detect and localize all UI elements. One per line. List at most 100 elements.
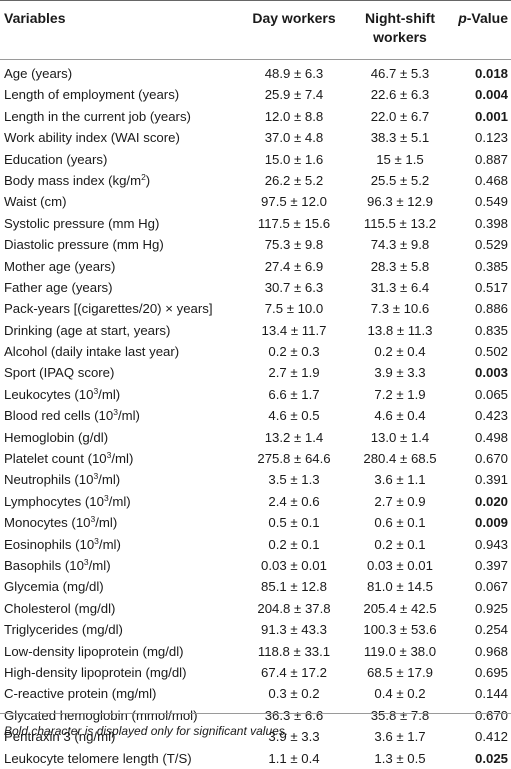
table-row: Triglycerides (mg/dl) 91.3 ± 43.3 100.3 ± … [0,619,511,640]
variable-name: Glycemia (mg/dl) [4,576,104,597]
variable-unit-suffix: /ml) [108,493,131,509]
table-row: Basophils (103/ml) 0.03 ± 0.01 0.03 ± 0.01… [0,555,511,576]
variable-name: Length in the current job (years) [4,106,191,127]
night-shift-value: 115.5 ± 13.2 [363,215,437,231]
header-rule [0,59,511,60]
variable-superscript: 3 [103,492,109,503]
variable-text: C-reactive protein (mg/ml) [4,686,157,702]
p-value: 0.385 [474,258,508,274]
table-row: Mother age (years) 27.4 ± 6.9 28.3 ± 5.8 0.… [0,256,511,277]
p-value: 0.502 [474,344,508,360]
table-row: Diastolic pressure (mm Hg) 75.3 ± 9.8 74.3… [0,234,511,255]
p-value: 0.670 [474,707,508,723]
variable-unit-suffix: ) [145,172,151,188]
variable-name: Glycated hemoglobin (mmol/mol) [4,705,198,726]
variable-text: Eosinophils (10 [4,536,95,552]
variable-unit-suffix: /ml) [95,515,118,531]
table-row: Age (years) 48.9 ± 6.3 46.7 ± 5.3 0.018 [0,63,511,84]
variable-name: Age (years) [4,63,72,84]
variable-unit-suffix: /ml) [98,386,121,402]
variable-name: Body mass index (kg/m2) [4,170,150,191]
variable-text: Leukocytes (10 [4,386,94,402]
table-row: Glycemia (mg/dl) 85.1 ± 12.8 81.0 ± 14.5 0.… [0,576,511,597]
night-shift-value: 7.3 ± 10.6 [370,301,430,317]
p-value: 0.529 [474,237,508,253]
table-footnote: Bold character is displayed only for sig… [4,724,289,738]
variable-name: C-reactive protein (mg/ml) [4,683,156,704]
day-workers-value: 75.3 ± 9.8 [264,237,324,253]
variable-name: Work ability index (WAI score) [4,127,180,148]
variable-text: Leukocyte telomere length (T/S) [4,750,192,766]
variable-superscript: 3 [106,450,112,461]
variable-text: Length of employment (years) [4,87,180,103]
table-row: Sport (IPAQ score) 2.7 ± 1.9 3.9 ± 3.3 0.00… [0,362,511,383]
day-workers-value: 67.4 ± 17.2 [261,664,327,680]
table-row: Glycated hemoglobin (mmol/mol) 36.3 ± 6.6… [0,705,511,726]
table-row: Length of employment (years) 25.9 ± 7.4 22… [0,84,511,105]
p-value: 0.835 [474,322,508,338]
variable-text: Low-density lipoprotein (mg/dl) [4,643,184,659]
variable-name: Basophils (103/ml) [4,555,111,576]
variable-superscript: 2 [141,171,146,182]
night-shift-value: 74.3 ± 9.8 [370,237,430,253]
variable-text: Lymphocytes (10 [4,493,104,509]
variable-text: Age (years) [4,66,73,81]
header-night-line2: workers [373,29,427,45]
table-row: Body mass index (kg/m2) 26.2 ± 5.2 25.5 ± … [0,170,511,191]
p-value: 0.468 [474,172,508,188]
p-value: 0.423 [474,408,508,424]
p-value: 0.254 [474,622,508,638]
variable-name: Systolic pressure (mm Hg) [4,213,159,234]
p-value: 0.009 [474,515,508,531]
variable-superscript: 3 [83,556,89,567]
variable-name: Sport (IPAQ score) [4,362,114,383]
variable-text: Basophils (10 [4,557,84,573]
day-workers-value: 91.3 ± 43.3 [261,622,327,638]
variable-text: Cholesterol (mg/dl) [4,600,116,616]
variable-text: Body mass index (kg/m [4,172,142,188]
table-row: Drinking (age at start, years) 13.4 ± 11.… [0,320,511,341]
day-workers-value: 3.9 ± 3.3 [268,729,320,745]
p-value: 0.001 [474,108,508,124]
p-value: 0.412 [474,729,508,745]
variable-superscript: 3 [113,407,118,418]
p-value: 0.695 [474,664,508,680]
day-workers-value: 0.2 ± 0.1 [268,536,320,552]
table-row: Pentraxin 3 (ng/ml) 3.9 ± 3.3 3.6 ± 1.7 0.4… [0,726,511,747]
variable-name: Low-density lipoprotein (mg/dl) [4,641,184,662]
table-row: High-density lipoprotein (mg/dl) 67.4 ± 1… [0,662,511,683]
variable-superscript: 3 [90,514,96,525]
variable-name: Drinking (age at start, years) [4,320,170,341]
variable-text: High-density lipoprotein (mg/dl) [4,664,187,680]
day-workers-value: 204.8 ± 37.8 [257,600,331,616]
day-workers-value: 2.4 ± 0.6 [268,493,320,509]
p-value: 0.398 [474,215,508,231]
night-shift-value: 100.3 ± 53.6 [363,622,437,638]
table-row: Systolic pressure (mm Hg) 117.5 ± 15.6 115… [0,213,511,234]
day-workers-value: 7.5 ± 10.0 [264,301,324,317]
variable-name: Waist (cm) [4,191,67,212]
p-value: 0.943 [474,536,508,552]
variable-text: Waist (cm) [4,194,67,210]
p-value: 0.549 [474,194,508,210]
night-shift-value: 0.03 ± 0.01 [367,557,433,573]
table-row: Pack-years [(cigarettes/20) × years] 7.5 … [0,298,511,319]
day-workers-value: 26.2 ± 5.2 [264,172,324,188]
variable-unit-suffix: /ml) [117,408,140,424]
header-variables: Variables [4,10,66,26]
night-shift-value: 205.4 ± 42.5 [363,600,437,616]
variable-text: Mother age (years) [4,258,116,274]
top-rule [0,0,511,1]
header-night-line1: Night-shift [365,10,435,26]
p-value: 0.517 [474,279,508,295]
table-row: Education (years) 15.0 ± 1.6 15 ± 1.5 0.887 [0,149,511,170]
p-value: 0.391 [474,472,508,488]
day-workers-value: 15.0 ± 1.6 [264,151,324,167]
variable-unit-suffix: /ml) [88,557,111,573]
p-value: 0.065 [474,386,508,402]
variable-name: Cholesterol (mg/dl) [4,598,115,619]
variable-name: Diastolic pressure (mm Hg) [4,234,164,255]
header-p-value: p-Value [444,9,508,28]
p-value: 0.018 [474,66,508,81]
